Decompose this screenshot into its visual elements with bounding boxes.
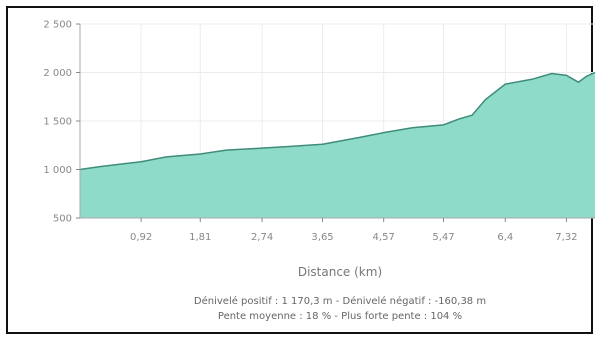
elevation-gain-summary: Dénivelé positif : 1 170,3 m - Dénivelé … <box>194 295 486 307</box>
x-axis-ticks: 0,92 1,81 2,74 3,65 4,57 5,47 6,4 7,32 <box>130 218 578 243</box>
x-tick-label: 7,32 <box>555 232 577 243</box>
x-tick-label: 4,57 <box>373 232 395 243</box>
y-tick-label: 500 <box>53 214 72 225</box>
elevation-area <box>80 72 595 218</box>
x-tick-label: 2,74 <box>251 232 273 243</box>
y-tick-label: 2 000 <box>43 68 72 79</box>
x-tick-label: 5,47 <box>432 232 454 243</box>
slope-summary: Pente moyenne : 18 % - Plus forte pente … <box>218 311 462 322</box>
y-tick-label: 1 500 <box>43 117 72 128</box>
x-tick-label: 1,81 <box>189 232 211 243</box>
y-tick-label: 1 000 <box>43 165 72 176</box>
elevation-line <box>79 71 596 171</box>
x-tick-label: 3,65 <box>311 232 333 243</box>
x-tick-label: 0,92 <box>130 232 152 243</box>
y-tick-label: 2 500 <box>43 20 72 31</box>
y-axis-ticks: 500 1 000 1 500 2 000 2 500 <box>43 20 80 225</box>
x-axis-title: Distance (km) <box>298 265 382 279</box>
x-tick-label: 6,4 <box>497 232 513 243</box>
